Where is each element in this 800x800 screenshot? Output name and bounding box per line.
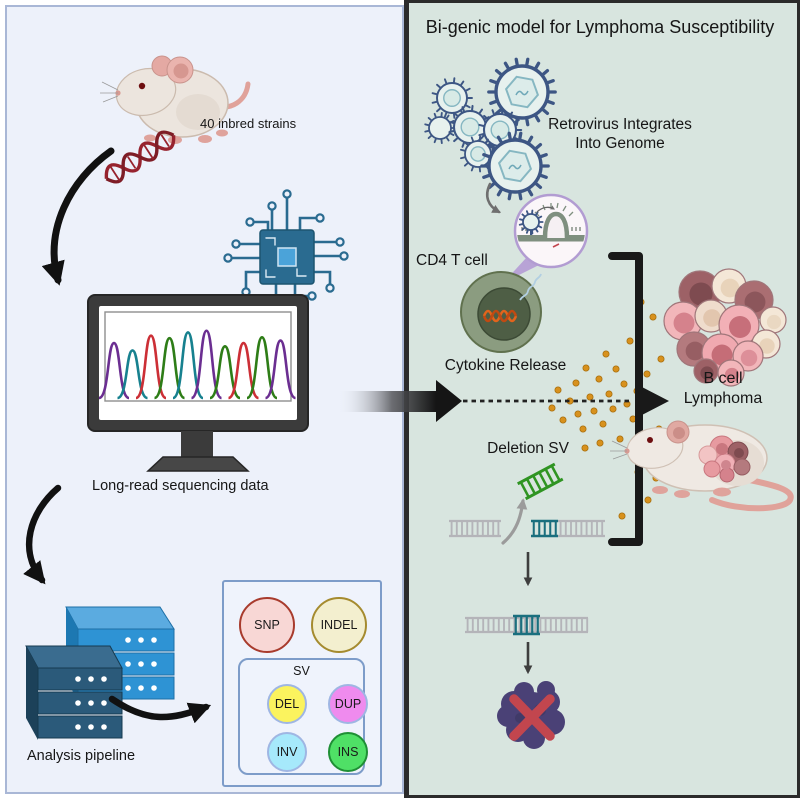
ins-circle: INS — [328, 732, 368, 772]
cytokine-label: Cytokine Release — [444, 357, 567, 374]
cd4-label: CD4 T cell — [416, 252, 488, 269]
indel-label: INDEL — [320, 618, 358, 632]
sv-label: SV — [293, 664, 310, 678]
bcell-label-line2: Lymphoma — [683, 390, 763, 407]
variant-legend-box: SNP INDEL SV DEL DUP INV INS — [222, 580, 382, 787]
del-circle: DEL — [267, 684, 307, 724]
del-label: DEL — [274, 697, 300, 711]
inv-circle: INV — [267, 732, 307, 772]
dup-circle: DUP — [328, 684, 368, 724]
snp-circle: SNP — [239, 597, 295, 653]
retrovirus-label-line1: Retrovirus Integrates — [548, 116, 692, 133]
pipeline-caption: Analysis pipeline — [27, 748, 136, 764]
dup-label: DUP — [334, 697, 362, 711]
indel-circle: INDEL — [311, 597, 367, 653]
deletion-label: Deletion SV — [487, 440, 569, 457]
strains-label: 40 inbred strains — [200, 116, 297, 131]
inv-label: INV — [276, 745, 298, 759]
retrovirus-label-line2: Into Genome — [575, 135, 665, 153]
sequencing-caption: Long-read sequencing data — [92, 478, 269, 494]
retrovirus-label: Retrovirus Integrates Into Genome — [515, 115, 725, 154]
page-title: Bi-genic model for Lymphoma Susceptibili… — [425, 17, 775, 37]
sv-box: SV DEL DUP INV INS — [238, 658, 368, 775]
bcell-label-line1: B cell — [703, 370, 743, 387]
snp-label: SNP — [254, 618, 280, 632]
ins-label: INS — [337, 745, 359, 759]
bcell-label: B cell Lymphoma — [658, 369, 788, 409]
